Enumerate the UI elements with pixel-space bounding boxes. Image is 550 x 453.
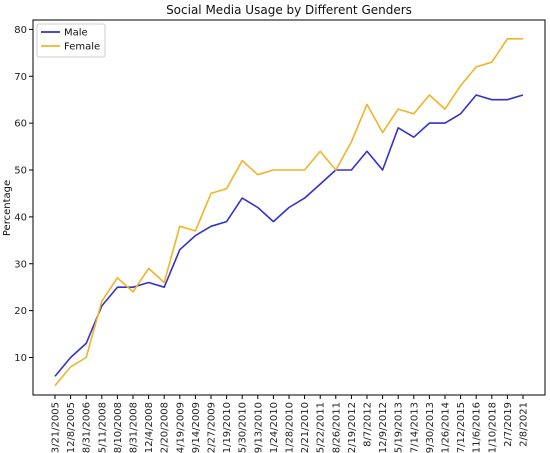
- y-tick-label: 60: [14, 119, 27, 130]
- x-tick-label: 1/24/2010: [269, 402, 280, 453]
- x-tick-label: 12/8/2005: [66, 402, 77, 453]
- x-tick-label: 2/19/2012: [347, 402, 358, 453]
- y-tick-label: 80: [14, 25, 27, 36]
- y-tick-label: 30: [14, 259, 27, 270]
- legend: Male Female: [36, 23, 106, 58]
- x-tick-label: 8/7/2012: [363, 402, 374, 447]
- x-tick-label: 2/7/2019: [503, 402, 514, 447]
- x-tick-label: 7/14/2013: [409, 402, 420, 453]
- y-tick-label: 40: [14, 212, 27, 223]
- legend-label-male: Male: [64, 28, 88, 39]
- x-tick-label: 2/8/2021: [519, 402, 530, 447]
- x-tick-label: 1/26/2014: [441, 402, 452, 453]
- x-tick-label: 2/20/2008: [160, 402, 171, 453]
- x-tick-label: 8/10/2008: [113, 402, 124, 453]
- y-axis: 10 20 30 40 50 60 70 80: [14, 25, 33, 364]
- legend-label-female: Female: [64, 42, 100, 53]
- x-tick-label: 9/13/2010: [253, 402, 264, 453]
- x-tick-label: 5/30/2010: [238, 402, 249, 453]
- x-tick-label: 1/28/2010: [285, 402, 296, 453]
- series-lines: [54, 37, 524, 387]
- x-tick-label: 12/9/2012: [378, 402, 389, 453]
- chart-title: Social Media Usage by Different Genders: [166, 3, 412, 17]
- x-tick-label: 5/11/2008: [97, 402, 108, 453]
- x-axis: 3/21/2005 12/8/2005 8/31/2006 5/11/2008 8/10…: [51, 395, 530, 453]
- x-tick-label: 2/21/2010: [300, 402, 311, 453]
- series-line-female: [54, 37, 523, 387]
- x-tick-label: 9/14/2009: [191, 402, 202, 453]
- x-tick-label: 2/27/2009: [207, 402, 218, 453]
- x-tick-label: 7/12/2015: [456, 402, 467, 453]
- y-axis-label: Percentage: [2, 180, 13, 236]
- x-tick-label: 8/26/2011: [331, 402, 342, 453]
- y-tick-label: 70: [14, 72, 27, 83]
- x-tick-label: 8/31/2006: [82, 402, 93, 453]
- x-tick-label: 11/6/2016: [472, 402, 483, 453]
- x-tick-label: 12/4/2008: [144, 402, 155, 453]
- y-tick-label: 10: [14, 353, 27, 364]
- x-tick-label: 9/30/2013: [425, 402, 436, 453]
- y-tick-label: 50: [14, 166, 27, 177]
- x-tick-label: 1/10/2018: [487, 402, 498, 453]
- x-tick-label: 5/22/2011: [316, 402, 327, 453]
- x-tick-label: 5/19/2013: [394, 402, 405, 453]
- x-tick-label: 1/19/2010: [222, 402, 233, 453]
- series-line-male: [54, 94, 524, 377]
- y-tick-label: 20: [14, 306, 27, 317]
- x-tick-label: 8/31/2008: [129, 402, 140, 453]
- x-tick-label: 3/21/2005: [51, 402, 62, 453]
- x-tick-label: 4/19/2009: [175, 402, 186, 453]
